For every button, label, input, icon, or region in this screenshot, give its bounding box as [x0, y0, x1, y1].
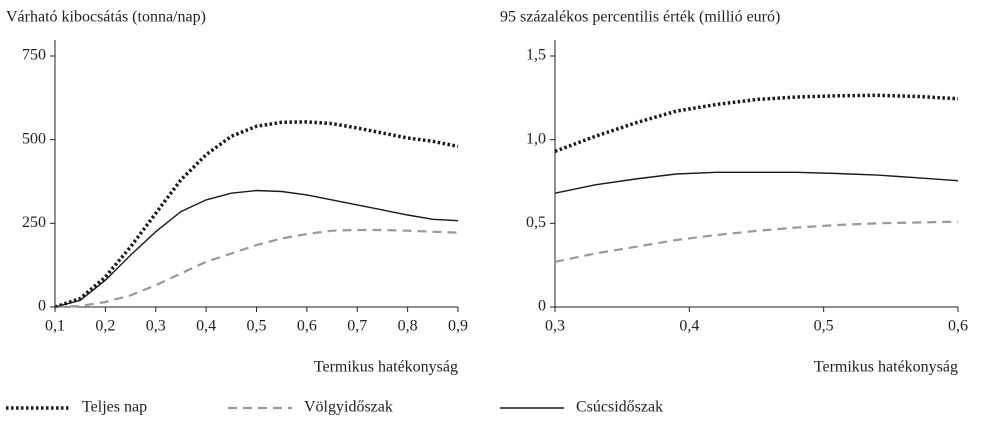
- x-tick-label: 0,3: [146, 318, 166, 335]
- y-tick-label: 1,0: [526, 130, 546, 147]
- x-axis-label: Termikus hatékonyság: [314, 359, 458, 376]
- series-line: [54, 120, 459, 309]
- x-tick-label: 0,3: [545, 318, 565, 335]
- y-tick-label: 1,5: [526, 47, 546, 64]
- series-line: [554, 220, 959, 263]
- series-line: [554, 171, 959, 194]
- x-tick-label: 0,2: [95, 318, 115, 335]
- x-tick-label: 0,9: [448, 318, 468, 335]
- x-tick-label: 0,6: [297, 318, 317, 335]
- legend-label: Teljes nap: [82, 399, 147, 416]
- series-line: [554, 93, 959, 154]
- x-tick-label: 0,6: [948, 318, 968, 335]
- x-axis-label: Termikus hatékonyság: [814, 359, 958, 376]
- x-tick-label: 0,1: [45, 318, 65, 335]
- y-tick-label: 500: [22, 130, 46, 147]
- legend-label: Csúcsidőszak: [576, 399, 663, 416]
- x-tick-label: 0,5: [247, 318, 267, 335]
- x-tick-label: 0,4: [679, 318, 699, 335]
- x-tick-label: 0,4: [196, 318, 216, 335]
- y-tick-label: 750: [22, 47, 46, 64]
- y-tick-label: 0: [538, 298, 546, 315]
- series-line: [54, 228, 459, 309]
- series-line: [54, 189, 459, 308]
- y-tick-label: 250: [22, 214, 46, 231]
- x-tick-label: 0,5: [814, 318, 834, 335]
- y-tick-label: 0: [38, 298, 46, 315]
- x-tick-label: 0,8: [398, 318, 418, 335]
- chart-title: Várható kibocsátás (tonna/nap): [6, 9, 206, 26]
- chart-title: 95 százalékos percentilis érték (millió …: [500, 9, 780, 26]
- y-tick-label: 0,5: [526, 214, 546, 231]
- x-tick-label: 0,7: [347, 318, 367, 335]
- legend-label: Völgyidőszak: [304, 399, 393, 416]
